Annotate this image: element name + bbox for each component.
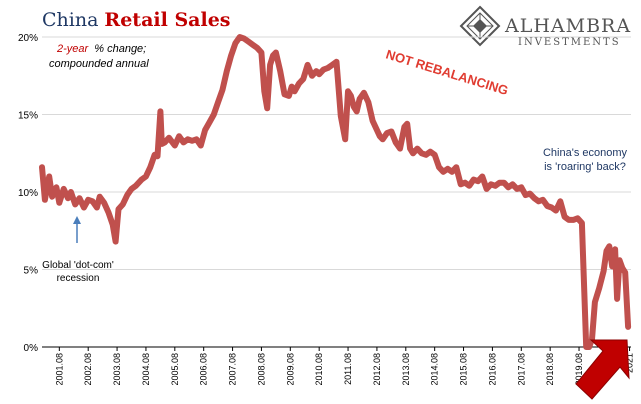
chart-title-part1: China: [42, 9, 98, 31]
series-group: [39, 34, 632, 350]
chart-title-part2: Retail Sales: [104, 9, 230, 31]
logo-name: ALHAMBRA: [504, 15, 631, 37]
x-tick-label: 2009.08: [285, 353, 295, 386]
x-tick-label: 2021: [625, 353, 635, 373]
y-tick-label: 15%: [18, 111, 38, 122]
chart-subtitle-line1: 2-year % change;: [56, 43, 146, 55]
x-tick-label: 2003.08: [112, 353, 122, 386]
annotation-roaring-line1: China's economy: [543, 147, 628, 159]
x-tick-label: 2010.08: [314, 353, 324, 386]
y-tick-label: 5%: [24, 266, 39, 277]
annotation-roaring-line2: is 'roaring' back?: [544, 161, 626, 173]
x-tick-label: 2006.08: [199, 353, 209, 386]
chart-title: China Retail Sales: [42, 9, 230, 31]
dotcom-arrow-icon: [73, 216, 81, 243]
annotation-dotcom-line1: Global 'dot-com': [42, 260, 114, 271]
y-tick-label: 20%: [18, 33, 38, 44]
logo-sub: INVESTMENTS: [518, 37, 621, 48]
x-tick-label: 2018.08: [545, 353, 555, 386]
x-axis-ticks: 2001.08 2002.08 2003.08 2004.08 2005.08 2006.…: [54, 347, 635, 386]
y-grid: [42, 36, 631, 270]
x-tick-label: 2014.08: [430, 353, 440, 386]
diamond-logo-icon: [459, 5, 501, 47]
x-tick-label: 2002.08: [83, 353, 93, 386]
subtitle-red-word: 2-year: [56, 43, 90, 55]
x-tick-label: 2001.08: [54, 353, 64, 386]
x-tick-label: 2017.08: [516, 353, 526, 386]
x-tick-label: 2004.08: [141, 353, 151, 386]
x-tick-label: 2007.08: [228, 353, 238, 386]
chart-subtitle-line2: compounded annual: [49, 58, 149, 70]
series-line-0: [39, 34, 632, 350]
x-tick-label: 2012.08: [372, 353, 382, 386]
annotation-dotcom-line2: recession: [57, 273, 100, 284]
x-tick-label: 2008.08: [256, 353, 266, 386]
x-tick-label: 2011.08: [343, 353, 353, 385]
x-tick-label: 2016.08: [487, 353, 497, 386]
x-tick-label: 2019.08: [574, 353, 584, 386]
y-axis-ticks: 0% 5% 10% 15% 20%: [18, 33, 38, 354]
x-tick-label: 2013.08: [401, 353, 411, 386]
big-red-arrow-icon: [575, 339, 630, 400]
alhambra-logo: ALHAMBRA INVESTMENTS: [459, 5, 631, 48]
annotation-not-rebalancing: NOT REBALANCING: [384, 47, 510, 99]
y-tick-label: 10%: [18, 188, 38, 199]
y-tick-label: 0%: [24, 343, 39, 354]
x-tick-label: 2015.08: [459, 353, 469, 386]
x-tick-label: 2005.08: [170, 353, 180, 386]
subtitle-rest: % change;: [94, 43, 146, 55]
